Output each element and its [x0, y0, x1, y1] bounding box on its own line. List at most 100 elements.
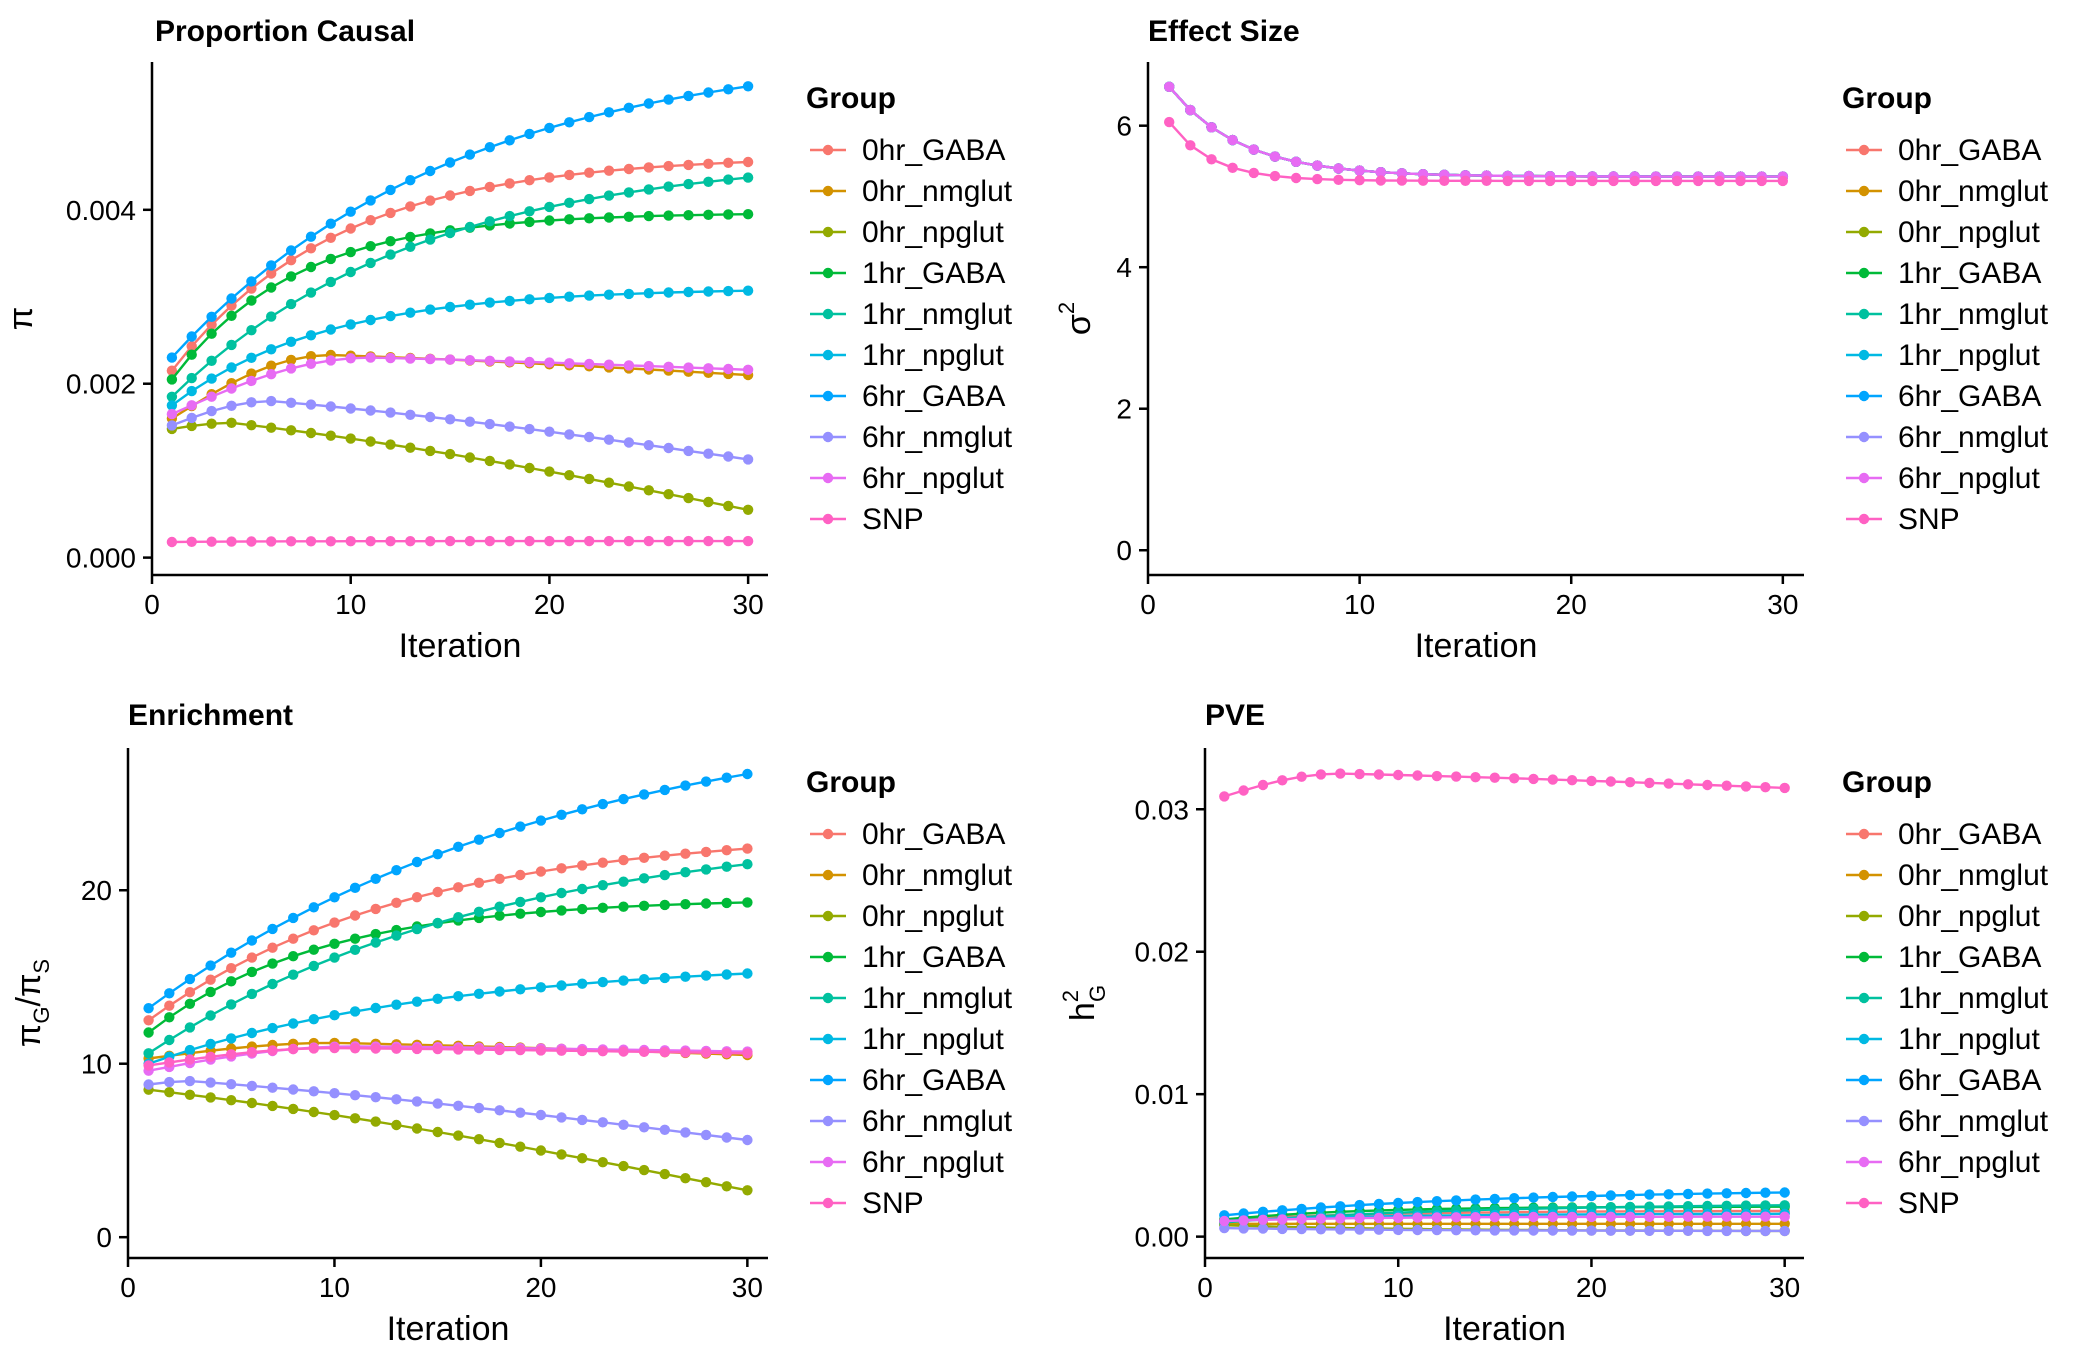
enrichment-point-0hr-npglut: [742, 1185, 753, 1196]
effect-size-point-snp: [1269, 170, 1281, 182]
proportion-causal-point-6hr-nmglut: [663, 442, 674, 454]
pve-point-6hr-npglut: [1566, 1211, 1578, 1223]
enrichment-point-0hr-gaba: [288, 933, 299, 944]
enrichment-point-snp: [329, 1042, 340, 1054]
legend-key-0hr-npglut: [1846, 226, 1882, 238]
proportion-causal-point-1hr-gaba: [564, 214, 575, 225]
enrichment-point-6hr-gaba: [391, 865, 402, 876]
pve-line-snp: [1223, 772, 1785, 798]
effect-size-point-snp: [1164, 116, 1175, 128]
enrichment-point-1hr-nmglut: [432, 917, 443, 929]
enrichment-point-6hr-nmglut: [246, 1080, 258, 1092]
enrichment-point-1hr-gaba: [205, 986, 216, 998]
enrichment-point-snp: [556, 1045, 567, 1056]
proportion-causal-point-1hr-gaba: [742, 209, 754, 220]
enrichment-point-1hr-npglut: [700, 970, 712, 981]
enrichment-series-1hr-gaba: [143, 897, 753, 1038]
effect-size-y-tick-label: 0: [1116, 535, 1132, 566]
enrichment-point-6hr-nmglut: [226, 1079, 237, 1090]
legend-key-snp: [810, 513, 846, 525]
enrichment-series-1hr-nmglut: [143, 859, 753, 1059]
proportion-causal-point-snp: [345, 536, 356, 547]
legend-key-6hr-nmglut: [1846, 1115, 1882, 1127]
enrichment-point-1hr-npglut: [556, 980, 567, 991]
pve-panel: PVE 0 10 20 30 0.00 0.01 0.02 0.03 Iteration h2G Gr…: [1058, 699, 2049, 1348]
enrichment-point-1hr-npglut: [432, 993, 443, 1004]
enrichment-x-tick-label: 20: [525, 1272, 556, 1303]
proportion-causal-point-0hr-gaba: [703, 158, 714, 169]
proportion-causal-point-1hr-nmglut: [166, 391, 178, 402]
effect-size-point-snp: [1629, 175, 1640, 187]
enrichment-point-6hr-nmglut: [494, 1105, 505, 1116]
enrichment-point-1hr-nmglut: [535, 892, 547, 903]
enrichment-point-0hr-npglut: [226, 1095, 237, 1106]
legend-label: 0hr_nmglut: [862, 859, 1013, 892]
enrichment-point-1hr-gaba: [370, 928, 381, 940]
enrichment-point-1hr-gaba: [515, 908, 526, 919]
proportion-causal-point-1hr-gaba: [683, 210, 694, 221]
proportion-causal-x-tick-label: 10: [335, 589, 366, 620]
proportion-causal-point-snp: [603, 535, 615, 547]
enrichment-point-1hr-nmglut: [473, 906, 485, 917]
enrichment-point-1hr-npglut: [742, 968, 753, 979]
pve-point-6hr-npglut: [1335, 1213, 1346, 1224]
legend-key-0hr-nmglut: [1846, 185, 1882, 197]
legend-label: SNP: [862, 1187, 924, 1220]
proportion-causal-point-6hr-npglut: [603, 359, 615, 370]
enrichment-point-6hr-nmglut: [638, 1122, 650, 1133]
effect-size-series-6hr-gaba: [1164, 81, 1789, 182]
enrichment-point-snp: [597, 1046, 608, 1057]
pve-point-snp: [1315, 769, 1327, 780]
enrichment-point-1hr-gaba: [659, 899, 670, 911]
legend-label: 1hr_nmglut: [1898, 982, 2049, 1015]
enrichment-point-snp: [473, 1044, 485, 1055]
proportion-causal-point-snp: [325, 536, 336, 547]
enrichment-point-1hr-npglut: [638, 974, 650, 985]
proportion-causal-point-6hr-nmglut: [643, 440, 654, 451]
proportion-causal-point-6hr-npglut: [405, 353, 416, 364]
pve-point-6hr-nmglut: [1431, 1224, 1443, 1236]
enrichment-point-1hr-npglut: [721, 969, 732, 980]
legend-key-6hr-nmglut: [810, 431, 846, 443]
proportion-causal-point-snp: [266, 536, 277, 547]
proportion-causal-point-6hr-nmglut: [444, 414, 456, 425]
proportion-causal-point-1hr-gaba: [723, 209, 734, 220]
enrichment-point-1hr-gaba: [308, 944, 319, 955]
effect-size-point-snp: [1481, 175, 1492, 186]
enrichment-point-6hr-nmglut: [597, 1117, 608, 1128]
proportion-causal-point-6hr-nmglut: [246, 397, 257, 408]
enrichment-point-0hr-npglut: [205, 1092, 216, 1103]
effect-size-series-snp: [1164, 116, 1789, 187]
proportion-causal-point-6hr-nmglut: [484, 418, 495, 430]
proportion-causal-point-0hr-gaba: [623, 163, 635, 175]
enrichment-point-1hr-npglut: [618, 975, 629, 986]
proportion-causal-point-snp: [166, 536, 178, 548]
pve-y-axis-title: h2G: [1058, 985, 1110, 1021]
proportion-causal-point-1hr-gaba: [643, 210, 654, 222]
enrichment-point-6hr-gaba: [638, 789, 650, 800]
pve-y-tick-label: 0.02: [1135, 937, 1190, 968]
proportion-causal-point-1hr-nmglut: [703, 176, 714, 187]
legend-key-6hr-npglut: [1846, 472, 1882, 484]
proportion-causal-point-6hr-npglut: [723, 363, 734, 375]
pve-line-6hr-nmglut: [1224, 1226, 1785, 1233]
legend-label: 0hr_GABA: [1898, 134, 2041, 167]
proportion-causal-point-1hr-npglut: [345, 319, 356, 330]
enrichment-point-0hr-gaba: [411, 892, 423, 903]
enrichment-point-6hr-nmglut: [329, 1088, 340, 1099]
proportion-causal-point-1hr-gaba: [603, 212, 615, 223]
proportion-causal-point-6hr-nmglut: [504, 421, 515, 432]
enrichment-point-1hr-gaba: [349, 933, 361, 944]
effect-size-point-snp: [1671, 175, 1683, 187]
proportion-causal-point-snp: [246, 536, 257, 547]
pve-y-tick-label: 0.00: [1135, 1222, 1190, 1253]
proportion-causal-line-0hr-npglut: [171, 421, 749, 511]
enrichment-point-0hr-npglut: [329, 1109, 340, 1121]
pve-point-6hr-nmglut: [1760, 1225, 1771, 1237]
pve-point-snp: [1509, 773, 1520, 784]
proportion-causal-point-1hr-npglut: [742, 285, 754, 296]
proportion-causal-point-6hr-npglut: [325, 355, 336, 366]
proportion-causal-point-6hr-nmglut: [742, 454, 754, 465]
legend-key-6hr-gaba: [1846, 390, 1882, 402]
